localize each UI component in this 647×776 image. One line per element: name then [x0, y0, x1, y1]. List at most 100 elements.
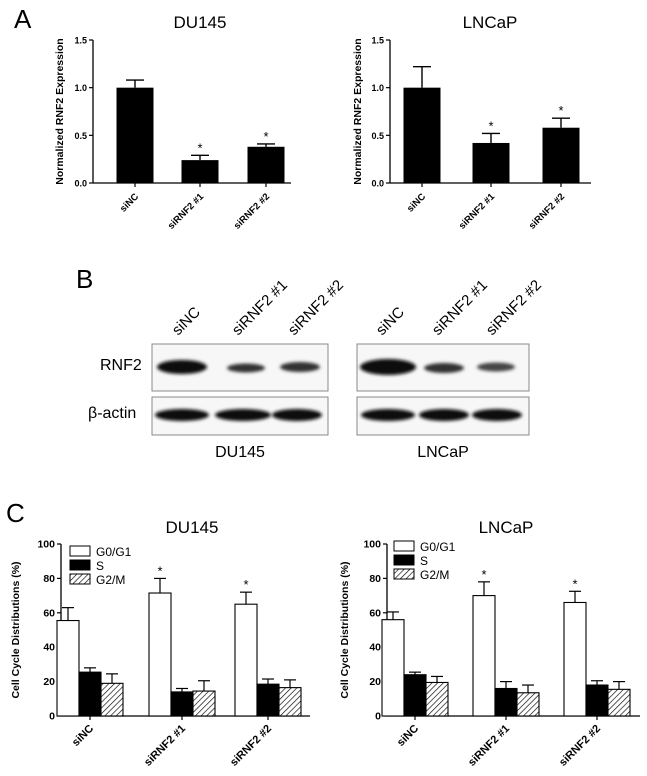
blot-band: [215, 409, 271, 421]
chart-lncap-rnf2-expression: LNCaP 0.0 0.5 1.0 1.5 Normalized RNF2 Express…: [352, 13, 591, 232]
legend-label: S: [96, 559, 104, 573]
significance-marker: *: [197, 140, 202, 155]
bar: [585, 684, 609, 717]
legend-swatch: [69, 573, 91, 585]
x-tick-label: siRNF2 #2: [527, 191, 567, 231]
legend-swatch: [393, 554, 415, 566]
legend-swatch: [69, 545, 91, 557]
legend-label: S: [420, 554, 428, 568]
blot-band: [419, 409, 469, 421]
bar: [170, 691, 194, 717]
y-tick-label: 0.0: [371, 179, 384, 189]
bar: [472, 595, 496, 717]
blot-band: [477, 362, 515, 372]
y-axis-label: Cell Cycle Distributions (%): [10, 561, 22, 698]
x-tick-label: siRNF2 #1: [457, 191, 498, 232]
y-tick-label: 1.5: [371, 36, 384, 46]
y-tick-label: 60: [369, 607, 381, 619]
y-tick-label: 40: [43, 642, 55, 654]
bar: [403, 674, 427, 717]
x-tick-label: siNC: [405, 191, 428, 214]
blot-lane-label: siNC: [169, 304, 204, 339]
bar: [494, 687, 518, 717]
bar: [425, 681, 449, 717]
bar: [192, 690, 216, 717]
bar: [403, 87, 441, 183]
significance-marker: *: [488, 118, 493, 133]
legend-swatch: [69, 559, 91, 571]
y-tick-label: 40: [369, 642, 381, 654]
blot-lane-label: siRNF2 #2: [285, 277, 347, 339]
blot-band: [272, 409, 322, 421]
bar: [78, 671, 102, 717]
bar: [116, 87, 154, 183]
significance-marker: *: [243, 577, 248, 592]
blot-lane-label: siRNF2 #2: [483, 277, 545, 339]
chart-title: DU145: [166, 518, 219, 537]
legend-label: G0/G1: [96, 545, 132, 559]
blot-cell-label-du145: DU145: [215, 444, 265, 461]
y-tick-label: 0: [49, 711, 55, 723]
chart-title: LNCaP: [463, 13, 518, 32]
y-tick-label: 100: [363, 539, 381, 551]
chart-du145-cell-cycle: DU145 0 20 40 60 80 100 Cell Cycle Distribution…: [10, 518, 310, 769]
bar: [278, 687, 302, 717]
blot-row-label-actin: β-actin: [88, 405, 136, 422]
x-tick-label: siRNF2 #1: [466, 723, 512, 769]
significance-marker: *: [263, 129, 268, 144]
blot-band: [227, 363, 265, 373]
y-axis-label: Normalized RNF2 Expression: [352, 38, 364, 184]
blot-lane-label: siNC: [373, 304, 408, 339]
significance-marker: *: [157, 563, 162, 578]
bar: [516, 692, 540, 717]
significance-marker: *: [481, 567, 486, 582]
panel-letter-b: B: [76, 264, 93, 294]
blot-lane-label: siRNF2 #1: [429, 277, 491, 339]
y-tick-label: 20: [369, 676, 381, 688]
western-blot: siNC siRNF2 #1 siRNF2 #2 siNC siRNF2 #1 …: [88, 277, 545, 461]
legend-label: G2/M: [96, 573, 125, 587]
legend-label: G2/M: [420, 568, 449, 582]
y-tick-label: 0.0: [74, 179, 87, 189]
blot-band: [280, 362, 320, 372]
bar: [181, 160, 219, 183]
bar: [563, 601, 587, 717]
x-tick-label: siNC: [118, 191, 141, 214]
y-tick-label: 60: [43, 607, 55, 619]
x-tick-label: siRNF2 #2: [228, 723, 274, 769]
chart-title: LNCaP: [479, 518, 534, 537]
bar: [100, 682, 124, 717]
blot-band: [361, 409, 415, 421]
x-tick-label: siRNF2 #2: [232, 191, 272, 231]
bar: [542, 127, 580, 183]
y-tick-label: 0.5: [371, 131, 384, 141]
bar: [234, 603, 258, 717]
bar: [247, 146, 285, 183]
y-tick-label: 80: [43, 573, 55, 585]
bar: [148, 592, 172, 717]
bar: [256, 683, 280, 717]
bar: [607, 688, 631, 717]
y-tick-label: 100: [37, 539, 55, 551]
x-tick-label: siNC: [395, 723, 421, 749]
y-axis-label: Normalized RNF2 Expression: [54, 38, 66, 184]
panel-letter-a: A: [14, 4, 32, 34]
bar: [56, 619, 80, 717]
blot-band: [424, 363, 464, 373]
y-tick-label: 20: [43, 676, 55, 688]
blot-band: [472, 409, 522, 421]
y-axis-label: Cell Cycle Distributions (%): [339, 561, 351, 698]
blot-row-label-rnf2: RNF2: [100, 357, 142, 374]
y-tick-label: 0: [375, 711, 381, 723]
y-tick-label: 1.5: [74, 36, 87, 46]
y-tick-label: 80: [369, 573, 381, 585]
blot-band: [360, 359, 416, 375]
x-tick-label: siRNF2 #2: [557, 723, 603, 769]
chart-lncap-cell-cycle: LNCaP 0 20 40 60 80 100 Cell Cycle Distribution…: [339, 518, 640, 769]
x-tick-label: siRNF2 #1: [166, 191, 207, 232]
x-tick-label: siRNF2 #1: [142, 723, 188, 769]
legend-swatch: [393, 568, 415, 580]
blot-band: [155, 409, 209, 421]
legend-label: G0/G1: [420, 540, 456, 554]
